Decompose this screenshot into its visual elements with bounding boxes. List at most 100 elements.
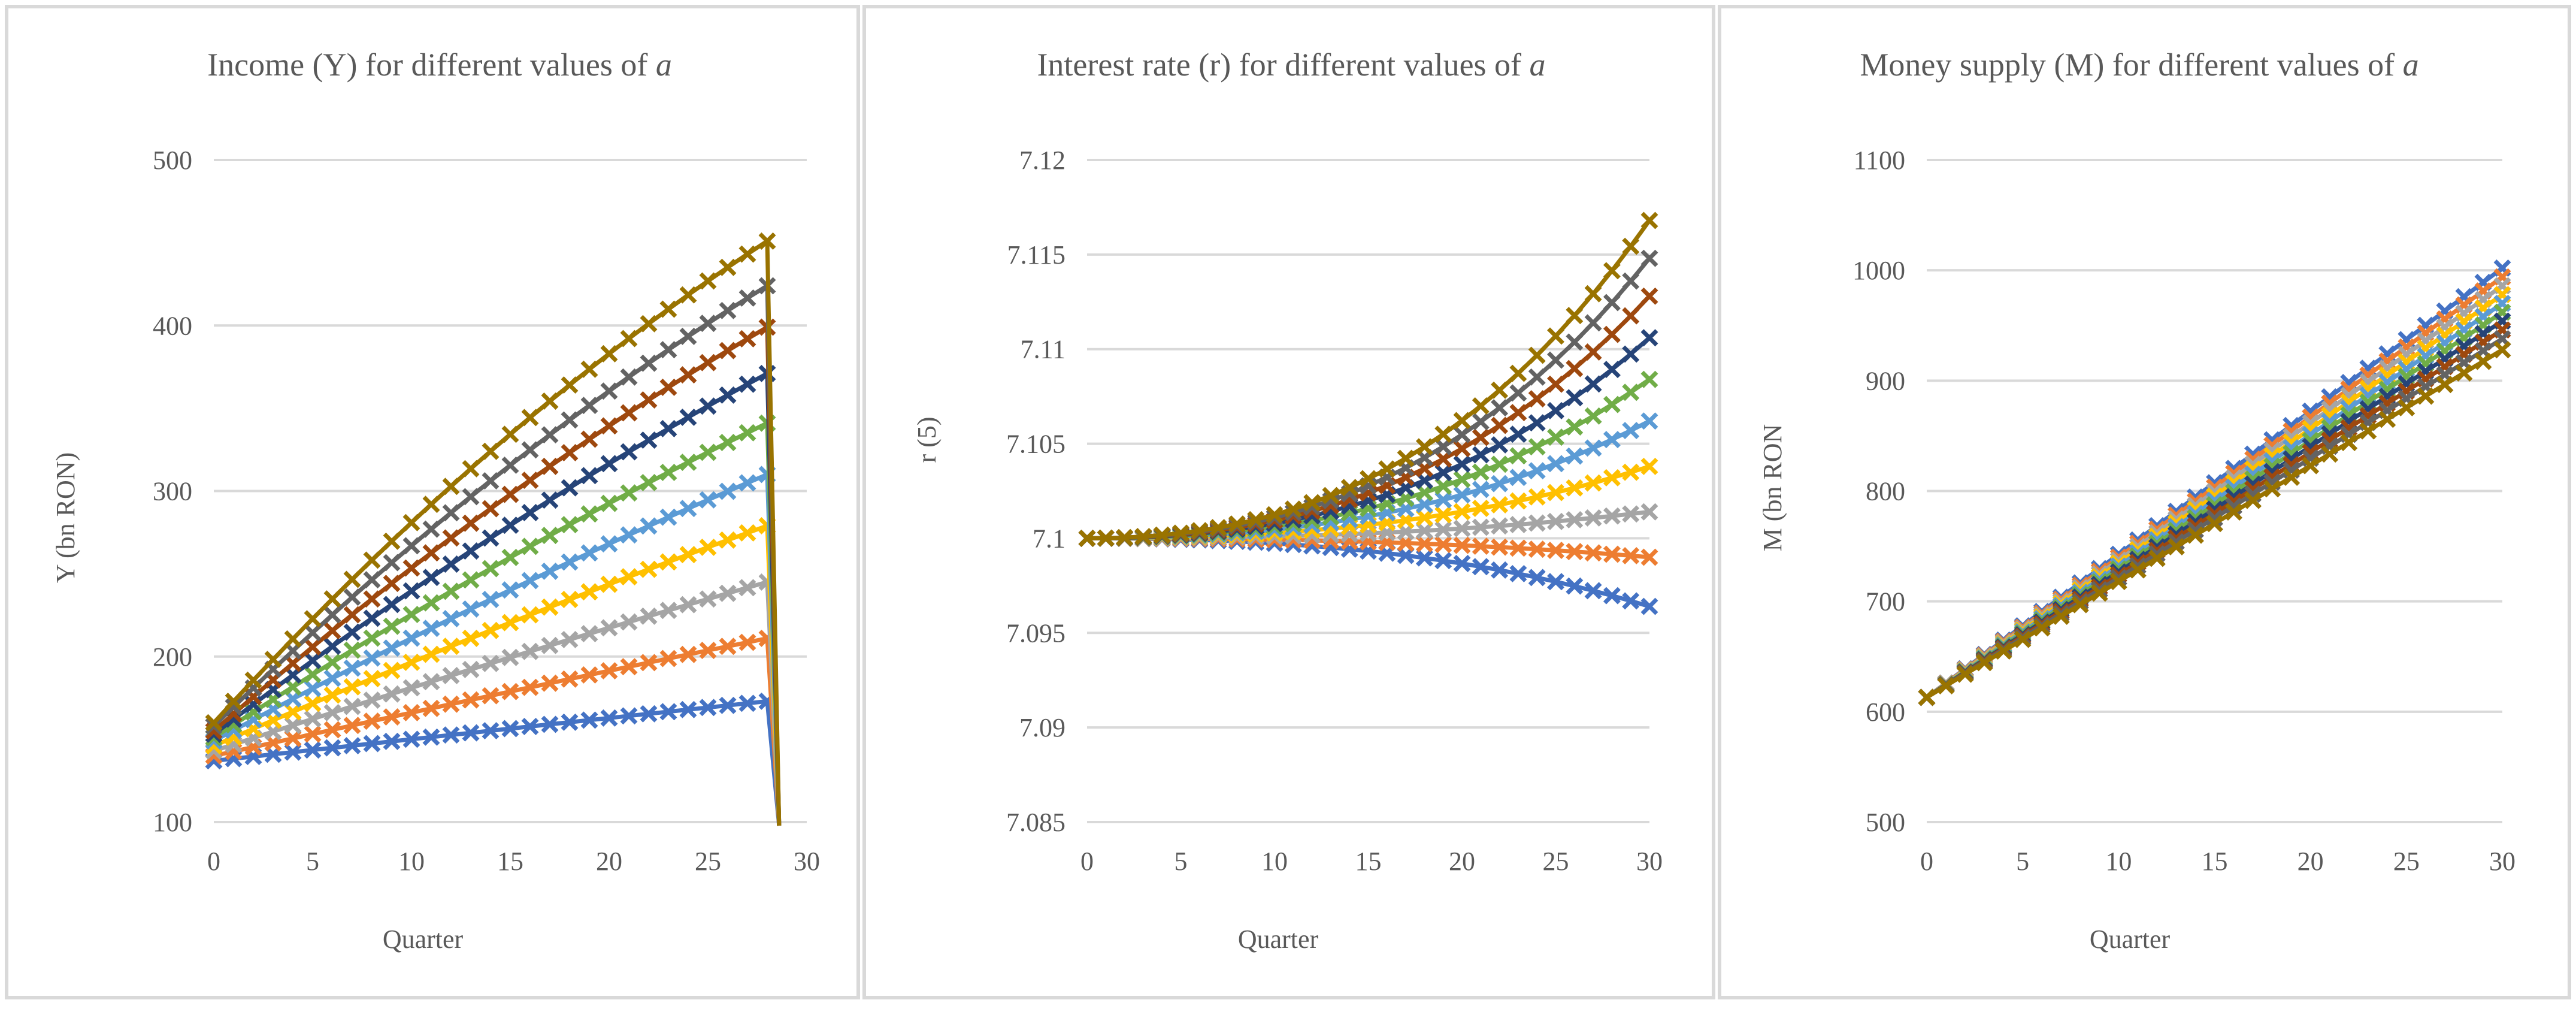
- data-point-marker: [1491, 538, 1509, 556]
- data-point-marker: [1434, 506, 1452, 524]
- data-point-marker: [2052, 608, 2070, 626]
- data-point-marker: [580, 711, 598, 729]
- data-point-marker: [383, 685, 401, 703]
- data-point-marker: [2417, 387, 2435, 405]
- data-point-marker: [462, 514, 480, 532]
- data-point-marker: [1566, 510, 1584, 528]
- y-tick-label: 7.115: [1007, 240, 1065, 270]
- data-point-marker: [679, 546, 697, 564]
- data-point-marker: [561, 376, 579, 394]
- data-point-marker: [1603, 294, 1621, 312]
- data-point-marker: [1584, 509, 1602, 527]
- data-point-marker: [738, 330, 756, 348]
- data-point-marker: [580, 467, 598, 485]
- x-tick-label: 10: [1261, 847, 1288, 876]
- data-point-marker: [422, 620, 440, 638]
- data-point-marker: [1472, 518, 1490, 536]
- data-point-marker: [561, 713, 579, 731]
- data-point-marker: [363, 571, 381, 589]
- x-tick-label: 5: [1175, 847, 1188, 876]
- x-tick-label: 20: [596, 847, 622, 876]
- data-point-marker: [1509, 404, 1527, 422]
- data-point-marker: [561, 630, 579, 648]
- x-tick-label: 0: [207, 847, 220, 876]
- data-point-marker: [402, 629, 420, 647]
- data-point-marker: [620, 613, 638, 631]
- data-point-marker: [1528, 462, 1546, 480]
- x-tick-label: 30: [1636, 847, 1663, 876]
- data-point-marker: [264, 651, 282, 669]
- y-tick-label: 7.1: [1033, 524, 1065, 553]
- data-point-marker: [1622, 345, 1640, 363]
- data-point-marker: [1566, 447, 1584, 465]
- data-point-marker: [2359, 422, 2377, 440]
- data-point-marker: [402, 559, 420, 577]
- data-point-marker: [2167, 538, 2185, 555]
- data-point-marker: [501, 581, 519, 599]
- data-point-marker: [561, 670, 579, 688]
- data-point-marker: [323, 638, 341, 655]
- data-point-marker: [1528, 368, 1546, 386]
- data-point-marker: [640, 654, 658, 672]
- data-point-marker: [1509, 425, 1527, 443]
- data-point-marker: [1640, 457, 1658, 475]
- x-tick-label: 10: [398, 847, 425, 876]
- data-point-marker: [1453, 536, 1471, 554]
- data-point-marker: [1603, 262, 1621, 280]
- data-point-marker: [561, 411, 579, 429]
- data-point-marker: [620, 484, 638, 502]
- data-point-marker: [343, 717, 361, 735]
- x-axis-label: Quarter: [1238, 925, 1319, 954]
- data-point-marker: [1116, 528, 1134, 546]
- data-point-marker: [1640, 412, 1658, 430]
- data-point-marker: [462, 691, 480, 709]
- data-point-marker: [1584, 544, 1602, 562]
- data-point-marker: [679, 645, 697, 663]
- data-point-marker: [501, 682, 519, 700]
- data-point-marker: [501, 548, 519, 566]
- data-point-marker: [482, 442, 500, 460]
- data-point-marker: [699, 315, 717, 333]
- y-tick-label: 100: [153, 808, 192, 837]
- data-point-marker: [1528, 569, 1546, 587]
- y-tick-label: 1000: [1852, 256, 1905, 285]
- data-point-marker: [2148, 545, 2166, 563]
- data-point-marker: [1284, 500, 1302, 518]
- data-point-marker: [1584, 375, 1602, 393]
- data-point-marker: [304, 710, 322, 728]
- data-point-marker: [679, 596, 697, 614]
- data-point-marker: [343, 570, 361, 588]
- data-point-marker: [620, 404, 638, 422]
- data-point-marker: [1547, 573, 1564, 591]
- data-point-marker: [482, 687, 500, 705]
- data-point-marker: [2071, 596, 2089, 614]
- data-point-marker: [462, 571, 480, 589]
- data-point-marker: [1453, 486, 1471, 504]
- data-point-marker: [284, 703, 302, 721]
- data-point-marker: [1491, 455, 1509, 473]
- data-point-marker: [1415, 549, 1433, 567]
- data-point-marker: [482, 621, 500, 639]
- data-point-marker: [422, 569, 440, 587]
- data-point-marker: [1491, 381, 1509, 399]
- data-point-marker: [1434, 464, 1452, 482]
- interest-rate-chart-panel: Interest rate (r) for different values o…: [862, 5, 1715, 999]
- data-point-marker: [442, 582, 460, 600]
- data-point-marker: [1528, 438, 1546, 456]
- data-point-marker: [541, 426, 559, 444]
- data-point-marker: [2283, 469, 2300, 486]
- data-point-marker: [402, 606, 420, 624]
- data-point-marker: [402, 653, 420, 671]
- chart-title: Money supply (M) for different values of…: [1860, 47, 2418, 83]
- data-point-marker: [600, 494, 618, 512]
- data-point-marker: [383, 708, 401, 726]
- data-point-marker: [1584, 407, 1602, 425]
- data-point-marker: [2340, 433, 2358, 451]
- data-point-marker: [343, 737, 361, 755]
- x-tick-label: 15: [497, 847, 523, 876]
- data-point-marker: [284, 630, 302, 648]
- data-point-marker: [383, 617, 401, 635]
- data-point-marker: [541, 636, 559, 654]
- data-point-marker: [738, 375, 756, 393]
- data-point-marker: [2186, 521, 2204, 539]
